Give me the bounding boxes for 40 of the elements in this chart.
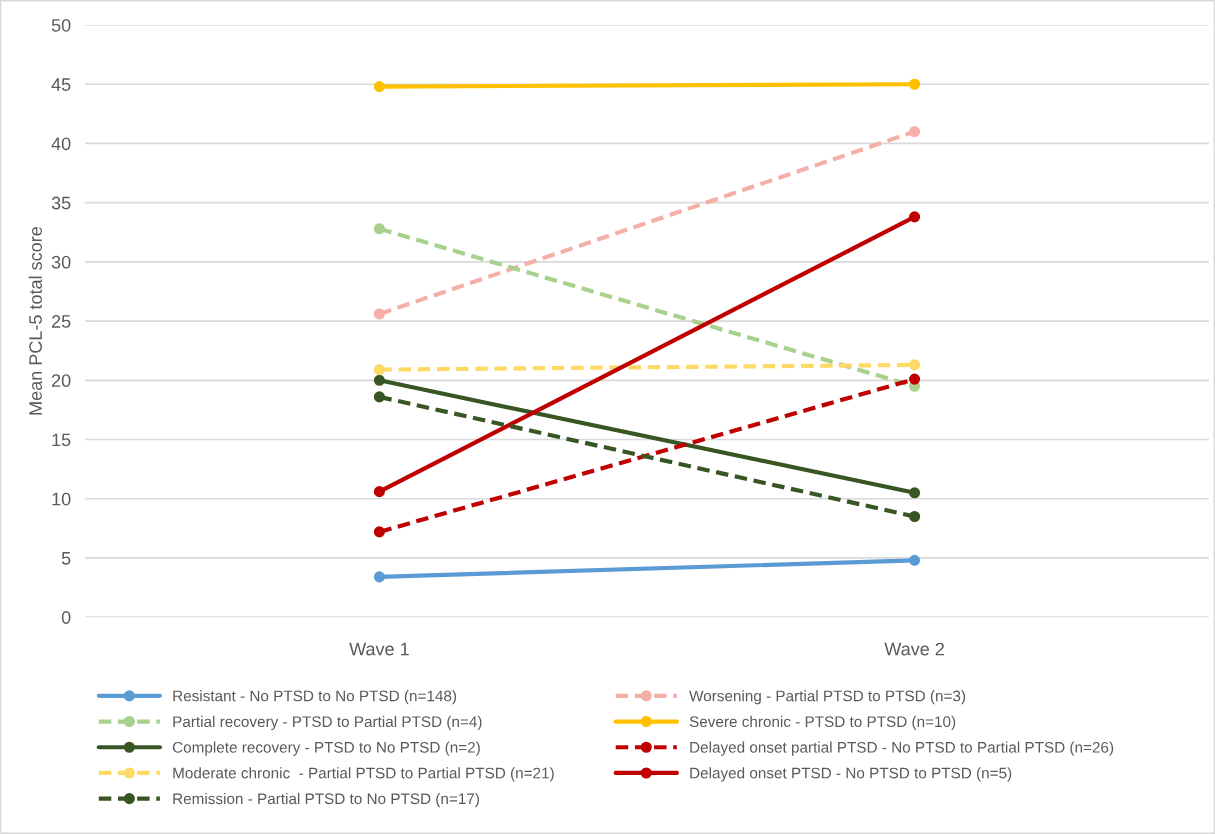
- point: [373, 571, 385, 583]
- y-tick-label: 10: [52, 492, 71, 506]
- legend-label: Remission - Partial PTSD to No PTSD (n=17): [173, 792, 479, 808]
- y-tick-label: 50: [51, 18, 71, 32]
- point: [909, 554, 921, 566]
- point: [373, 526, 385, 538]
- point: [909, 510, 921, 523]
- y-tick-label: 0: [61, 611, 71, 624]
- point: [909, 373, 921, 385]
- y-axis-title: Mean PCL-5 total score: [28, 227, 42, 415]
- legend-label: Worsening - Partial PTSD to PTSD (n=3): [689, 690, 966, 705]
- legend-label: Delayed onset partial PTSD - No PTSD to Partial PTSD (n=26): [690, 741, 1114, 756]
- point: [373, 81, 385, 93]
- y-tick-label: 45: [51, 78, 71, 91]
- point: [373, 486, 385, 498]
- point: [909, 211, 921, 223]
- x-tick-label: Wave 2: [884, 642, 944, 656]
- y-tick-label: 35: [51, 196, 71, 210]
- legend-label: Resistant - No PTSD to No PTSD (n=148): [173, 690, 457, 705]
- y-tick-label: 25: [51, 315, 71, 328]
- y-tick-label: 15: [52, 433, 71, 447]
- x-tick-label: Wave 1: [349, 642, 409, 656]
- y-tick-label: 20: [51, 374, 71, 388]
- point: [373, 223, 385, 235]
- legend-label: Complete recovery - PTSD to No PTSD (n=2): [172, 741, 480, 756]
- y-tick-label: 5: [61, 552, 71, 565]
- point: [909, 78, 921, 90]
- point: [909, 359, 921, 371]
- y-tick-label: 30: [51, 255, 71, 269]
- legend-label: Severe chronic - PTSD to PTSD (n=10): [689, 715, 956, 731]
- legend-label: Partial recovery - PTSD to Partial PTSD (n=4): [173, 715, 482, 731]
- point: [373, 374, 385, 386]
- point: [909, 487, 921, 499]
- point: [373, 308, 385, 320]
- point: [373, 364, 385, 376]
- point: [373, 391, 385, 403]
- legend-label: Delayed onset PTSD - No PTSD to PTSD (n=5): [690, 767, 1012, 782]
- y-tick-label: 40: [51, 137, 71, 151]
- point: [909, 126, 921, 138]
- legend-label: Moderate chronic - Partial PTSD to Partial PTSD (n=21): [173, 767, 554, 782]
